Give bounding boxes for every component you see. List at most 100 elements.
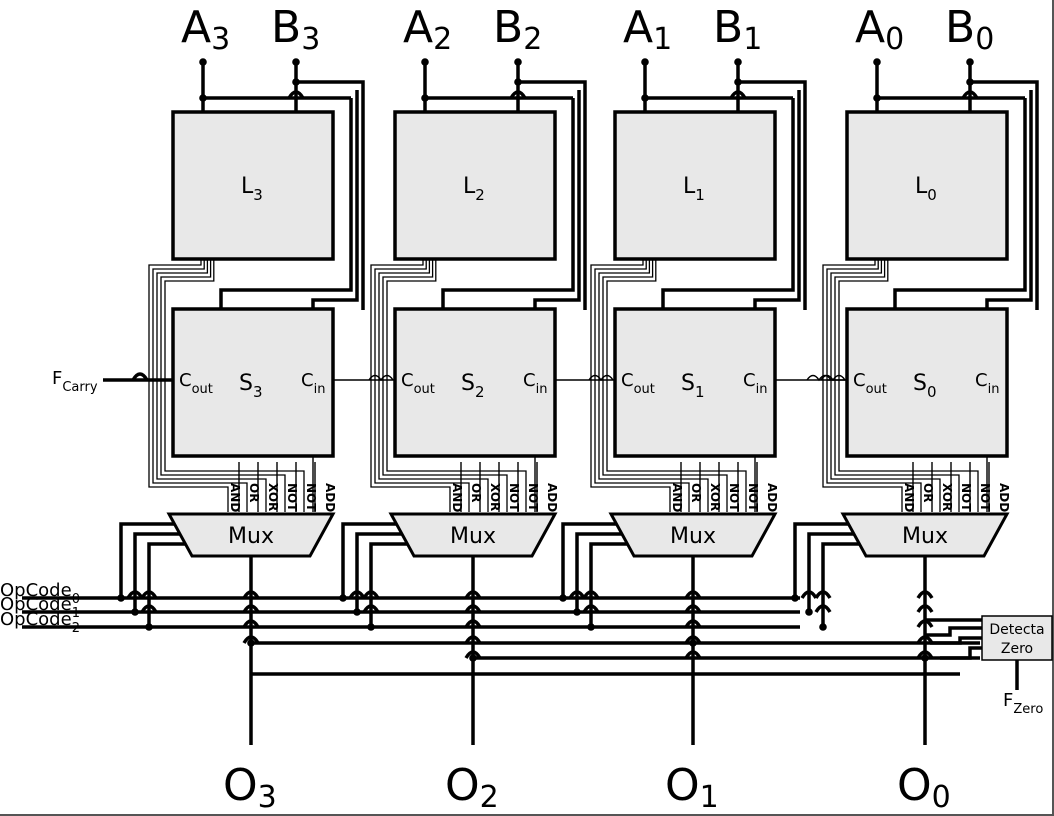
wire-hop — [916, 635, 934, 644]
mux-select-line-1 — [807, 532, 854, 612]
mux-select-line-0 — [561, 522, 617, 598]
logic-block-label-subscript: 3 — [253, 186, 263, 204]
wire-hop — [814, 604, 832, 613]
wire-hop — [684, 590, 702, 599]
wire-hop — [582, 604, 600, 613]
wire-hop — [729, 90, 747, 99]
mux-select-line-0 — [341, 522, 397, 598]
opcode-label-0-subscript: 0 — [72, 592, 80, 607]
output-label: O0 — [897, 760, 951, 815]
wire-hop — [140, 604, 158, 613]
logic-block-label-base: L — [915, 174, 928, 199]
logic-output-wire — [160, 259, 286, 512]
wire-hop — [916, 650, 934, 659]
output-label-subscript: 3 — [258, 780, 277, 815]
wire-hop — [140, 590, 158, 599]
logic-output-wire — [156, 259, 267, 512]
opcode-tap-junction — [805, 608, 813, 616]
input-b-label-base: B — [945, 2, 975, 53]
input-a-label-base: A — [403, 2, 433, 53]
carry-in-pin-subscript: in — [988, 382, 1000, 397]
a-branch-junction — [199, 94, 207, 102]
adder-block-3 — [171, 307, 335, 458]
mux-input-label-0: AND — [902, 483, 916, 512]
wire-hop — [684, 604, 702, 613]
input-b-label: B0 — [945, 2, 994, 57]
logic-block-label: L3 — [241, 174, 263, 204]
carry-in-pin-base: C — [975, 370, 988, 391]
input-a-terminal — [199, 58, 207, 66]
a-branch-junction — [641, 94, 649, 102]
wire-hop — [362, 604, 380, 613]
opcode-label-2: OpCode2 — [0, 609, 80, 636]
mux-label: Mux — [670, 524, 716, 549]
output-label: O3 — [223, 760, 277, 815]
carry-in-pin-base: C — [301, 370, 314, 391]
wire-hop — [464, 590, 482, 599]
zero-tap-junction — [689, 639, 697, 647]
logic-block-label-subscript: 1 — [695, 186, 705, 204]
carry-out-pin-subscript: out — [866, 382, 887, 397]
adder-block-label-base: S — [239, 371, 253, 396]
inner-branch-to-adder — [533, 90, 581, 310]
logic-block-label-base: L — [241, 174, 254, 199]
mux-input-label-0: AND — [670, 483, 684, 512]
a-branch-to-adder — [893, 98, 1027, 310]
a-branch-junction — [873, 94, 881, 102]
wire-hop — [242, 635, 260, 644]
mux-input-label-5: ADD — [545, 483, 559, 512]
input-a-label-subscript: 1 — [653, 22, 672, 57]
mux-input-label-2: XOR — [488, 483, 502, 511]
carry-hop — [806, 374, 832, 382]
logic-block-label: L1 — [683, 174, 705, 204]
carry-out-pin-base: C — [401, 370, 414, 391]
logic-block-1 — [613, 110, 777, 261]
carry-in-pin-base: C — [523, 370, 536, 391]
wire-hop — [684, 650, 702, 659]
output-label-base: O — [897, 760, 932, 811]
logic-output-wire — [378, 259, 489, 512]
logic-block-3 — [171, 110, 335, 261]
mux-3 — [166, 512, 336, 558]
mux-select-line-1 — [133, 532, 180, 612]
mux-input-label-5: ADD — [323, 483, 337, 512]
opcode-label-1: OpCode1 — [0, 594, 80, 621]
adder-block-2 — [393, 307, 557, 458]
opcode-tap-junction — [791, 594, 799, 602]
adder-block-label-subscript: 2 — [475, 383, 485, 401]
mux-input-label-2: XOR — [940, 483, 954, 511]
wire-hop — [800, 590, 818, 599]
mux-select-line-2 — [589, 542, 627, 627]
carry-chain — [103, 372, 847, 382]
mux-select-line-1 — [355, 532, 402, 612]
opcode-tap-junction — [117, 594, 125, 602]
input-b-terminal — [734, 58, 742, 66]
mux-select-line-2 — [147, 542, 185, 627]
input-b-label-base: B — [713, 2, 743, 53]
wire-hop — [916, 604, 934, 613]
opcode-bus — [22, 596, 980, 676]
wire-hop — [242, 619, 260, 628]
wire-hop — [568, 590, 586, 599]
a-branch-to-adder — [661, 98, 795, 310]
adder-block-label-base: S — [461, 371, 475, 396]
logic-block-2 — [393, 110, 557, 261]
adder-block-0 — [845, 307, 1009, 458]
input-b-label-subscript: 2 — [523, 22, 542, 57]
input-b-terminal — [514, 58, 522, 66]
wire-hop — [509, 90, 527, 99]
carry-in-pin-base: C — [743, 370, 756, 391]
mux-input-label-5: ADD — [765, 483, 779, 512]
output-label-subscript: 0 — [932, 780, 951, 815]
inner-branch-to-adder — [753, 90, 801, 310]
adder-block-1 — [613, 307, 777, 458]
mux-input-label-0: AND — [228, 483, 242, 512]
b-branch-junction — [966, 78, 974, 86]
mux-label: Mux — [228, 524, 274, 549]
opcode-label-1-subscript: 1 — [72, 606, 80, 621]
wire-hop — [126, 590, 144, 599]
output-label-subscript: 2 — [480, 780, 499, 815]
